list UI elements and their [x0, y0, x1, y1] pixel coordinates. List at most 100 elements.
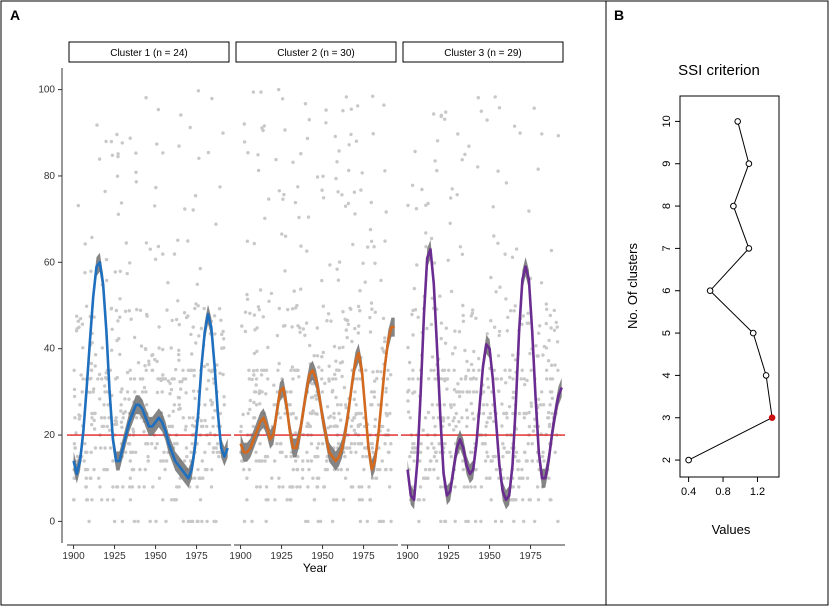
observation-point: [212, 446, 216, 450]
observation-point: [201, 476, 205, 480]
observation-point: [334, 359, 338, 363]
ssi-y-tick-label: 3: [661, 415, 673, 421]
observation-point: [255, 485, 259, 489]
observation-point: [215, 450, 219, 454]
observation-point: [82, 459, 86, 463]
observation-point: [215, 442, 220, 446]
observation-point: [246, 151, 250, 155]
observation-point: [484, 476, 489, 480]
observation-point: [83, 450, 88, 454]
observation-point: [280, 450, 284, 454]
observation-point: [459, 377, 463, 381]
observation-point: [485, 332, 489, 336]
observation-point: [504, 297, 508, 301]
observation-point: [328, 263, 332, 267]
observation-point: [73, 446, 78, 450]
observation-point: [384, 386, 388, 391]
observation-point: [449, 405, 453, 409]
observation-point: [220, 346, 224, 350]
observation-point: [117, 336, 121, 341]
observation-point: [451, 352, 455, 356]
observation-point: [349, 485, 353, 489]
observation-point: [153, 357, 157, 362]
observation-point: [258, 442, 262, 446]
observation-point: [210, 400, 214, 405]
observation-point: [291, 160, 295, 164]
observation-point: [79, 373, 83, 377]
observation-point: [103, 446, 107, 450]
observation-point: [325, 319, 329, 323]
observation-point: [423, 467, 428, 472]
observation-point: [99, 446, 103, 450]
observation-point: [334, 176, 338, 181]
observation-point: [427, 467, 432, 472]
observation-point: [426, 446, 430, 450]
observation-point: [191, 208, 195, 212]
observation-point: [83, 442, 87, 446]
observation-point: [283, 269, 287, 273]
observation-point: [90, 235, 94, 240]
observation-point: [88, 476, 93, 480]
observation-point: [351, 242, 355, 247]
observation-point: [153, 204, 157, 208]
observation-point: [306, 485, 310, 489]
observation-point: [359, 411, 363, 416]
ssi-y-tick-label: 5: [661, 330, 673, 336]
observation-point: [274, 157, 278, 162]
observation-point: [444, 326, 448, 330]
observation-point: [242, 140, 247, 144]
observation-point: [469, 362, 474, 367]
observation-point: [527, 498, 531, 502]
observation-point: [354, 450, 358, 454]
observation-point: [409, 450, 414, 454]
observation-point: [128, 459, 132, 463]
observation-point: [448, 221, 452, 225]
observation-point: [371, 94, 375, 99]
observation-point: [345, 446, 349, 450]
observation-point: [167, 414, 171, 418]
observation-point: [429, 236, 434, 241]
observation-point: [497, 106, 502, 110]
observation-point: [120, 387, 124, 391]
observation-point: [379, 370, 383, 374]
observation-point: [521, 498, 525, 502]
observation-point: [169, 498, 174, 502]
observation-point: [334, 377, 338, 381]
observation-point: [182, 459, 187, 463]
y-tick-label: 40: [44, 344, 56, 355]
observation-point: [313, 411, 317, 416]
ssi-point: [685, 456, 692, 464]
observation-point: [349, 424, 353, 429]
observation-point: [144, 368, 148, 372]
observation-point: [109, 139, 114, 144]
observation-point: [199, 419, 203, 423]
observation-point: [294, 459, 298, 463]
observation-point: [385, 377, 390, 381]
observation-point: [275, 390, 280, 394]
observation-point: [85, 498, 89, 502]
cluster-curve: [72, 261, 229, 480]
observation-point: [199, 326, 204, 331]
observation-point: [315, 485, 320, 489]
observation-point: [549, 248, 554, 253]
observation-point: [425, 476, 429, 480]
observation-point: [261, 128, 265, 133]
observation-point: [136, 519, 140, 524]
observation-point: [203, 450, 207, 454]
observation-point: [155, 390, 160, 395]
observation-point: [276, 368, 280, 372]
observation-point: [463, 348, 467, 353]
observation-point: [408, 416, 412, 420]
panel-a-letter: A: [10, 7, 20, 23]
observation-point: [155, 442, 159, 446]
observation-point: [526, 311, 530, 315]
observation-point: [358, 377, 362, 381]
observation-point: [505, 416, 509, 420]
observation-point: [253, 416, 257, 420]
observation-point: [243, 310, 248, 314]
observation-point: [245, 297, 250, 301]
observation-point: [353, 390, 357, 394]
observation-point: [105, 467, 110, 472]
observation-point: [320, 368, 324, 372]
